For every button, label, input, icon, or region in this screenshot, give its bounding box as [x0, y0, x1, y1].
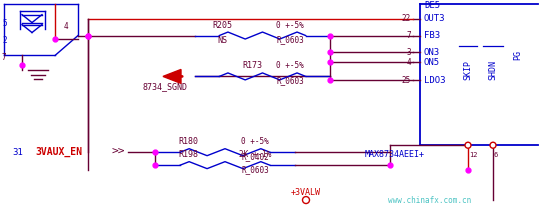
- Text: 6: 6: [494, 152, 498, 158]
- Text: ON5: ON5: [424, 58, 440, 67]
- Text: 2: 2: [2, 35, 7, 45]
- Text: DE5: DE5: [424, 1, 440, 10]
- Text: 5: 5: [2, 18, 7, 28]
- Text: 2K +-1%: 2K +-1%: [239, 150, 271, 159]
- Text: 25: 25: [402, 76, 411, 85]
- Polygon shape: [163, 69, 181, 83]
- Text: 4: 4: [406, 58, 411, 67]
- Text: SKIP: SKIP: [463, 60, 472, 80]
- Text: 0 +-5%: 0 +-5%: [276, 21, 304, 30]
- Text: 7: 7: [2, 54, 7, 63]
- Text: R180: R180: [178, 137, 198, 146]
- Circle shape: [302, 197, 310, 204]
- Text: MAX8734AEEI+: MAX8734AEEI+: [365, 150, 425, 159]
- Text: 31: 31: [12, 148, 23, 157]
- Text: LDO3: LDO3: [424, 76, 446, 85]
- Text: SHDN: SHDN: [489, 60, 498, 80]
- Circle shape: [465, 142, 471, 148]
- Text: 0 +-5%: 0 +-5%: [276, 61, 304, 71]
- Text: 7: 7: [406, 31, 411, 40]
- Text: 8734_SGND: 8734_SGND: [143, 82, 187, 91]
- Text: 4: 4: [64, 22, 69, 31]
- Text: 0 +-5%: 0 +-5%: [241, 137, 269, 146]
- Circle shape: [490, 142, 496, 148]
- Text: R_0603: R_0603: [276, 35, 304, 45]
- Text: OUT3: OUT3: [424, 14, 446, 23]
- Text: R_0603: R_0603: [276, 76, 304, 85]
- Text: R_0603: R_0603: [241, 165, 269, 174]
- Text: >>: >>: [112, 147, 126, 157]
- Text: www.chinafx.com.cn: www.chinafx.com.cn: [389, 196, 472, 204]
- Text: NS: NS: [217, 35, 227, 45]
- Text: R198: R198: [178, 150, 198, 159]
- Text: 3: 3: [406, 48, 411, 57]
- Text: ON3: ON3: [424, 48, 440, 57]
- Text: R205: R205: [212, 21, 232, 30]
- Text: 12: 12: [469, 152, 477, 158]
- Text: FB3: FB3: [424, 31, 440, 40]
- Text: 22: 22: [402, 14, 411, 23]
- Text: R173: R173: [242, 61, 262, 71]
- Text: PG: PG: [514, 51, 523, 60]
- Text: +3VALW: +3VALW: [291, 187, 321, 197]
- Text: R_0402: R_0402: [241, 152, 269, 161]
- Text: 3VAUX_EN: 3VAUX_EN: [35, 147, 82, 157]
